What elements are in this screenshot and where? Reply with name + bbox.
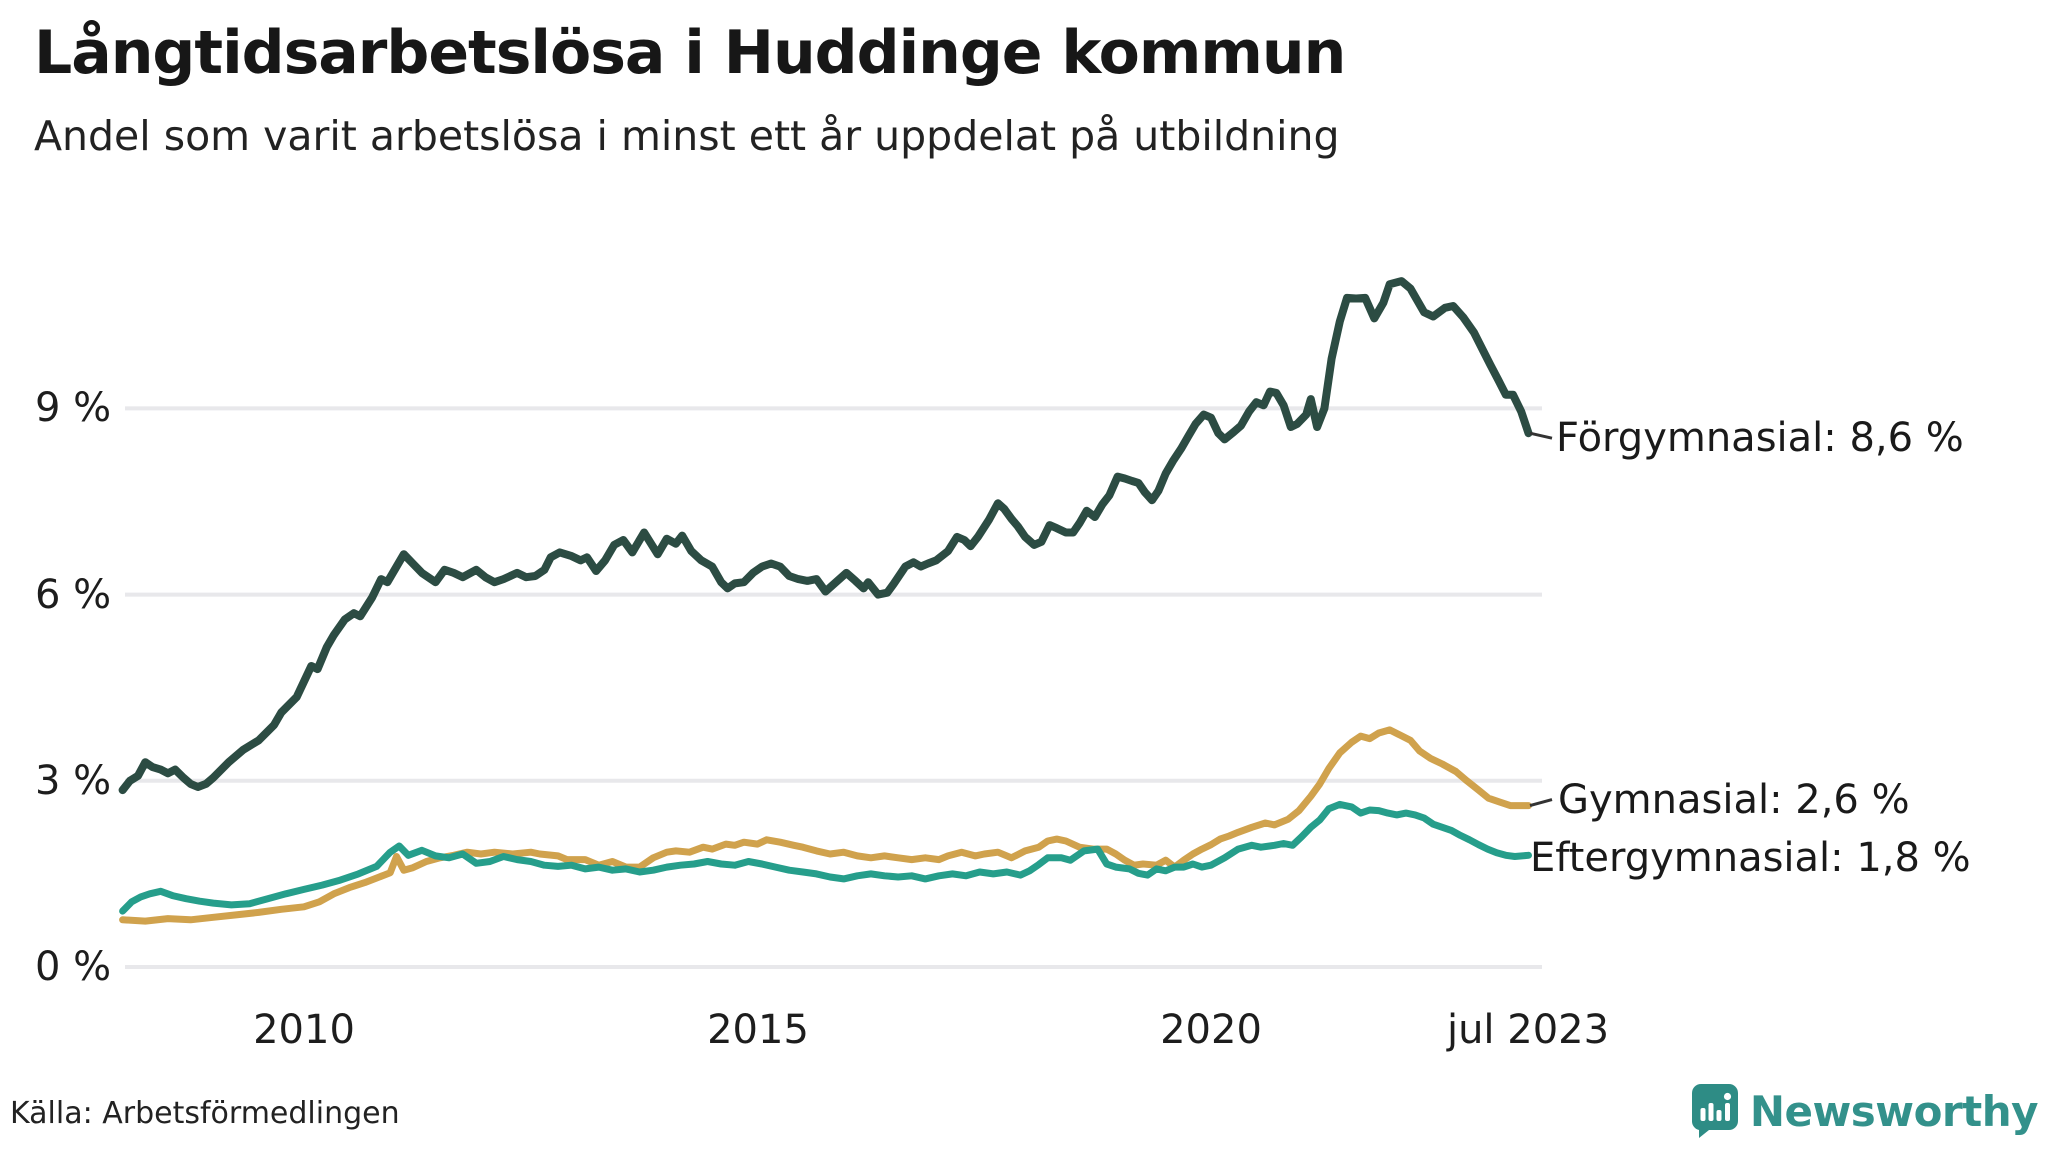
- source-note: Källa: Arbetsförmedlingen: [10, 1096, 400, 1131]
- newsworthy-logo-icon: [1691, 1084, 1738, 1138]
- end-label-connector: [1529, 431, 1553, 440]
- series-line-eftergymnasial: [119, 800, 1532, 915]
- page-title: Långtidsarbetslösa i Huddinge kommun: [34, 18, 1346, 88]
- series-end-label-eftergymnasial: Eftergymnasial: 1,8 %: [1530, 835, 1971, 881]
- series-end-label-gymnasial: Gymnasial: 2,6 %: [1558, 777, 1910, 823]
- brand-footer: Newsworthy: [1691, 1084, 2039, 1138]
- page-subtitle: Andel som varit arbetslösa i minst ett å…: [34, 112, 1340, 160]
- y-axis-tick-label: 6 %: [35, 572, 112, 618]
- x-axis-tick-label: 2015: [707, 1007, 809, 1053]
- end-label-connector: [1529, 798, 1553, 808]
- series-line-gymnasial: [119, 726, 1532, 925]
- y-axis-tick-label: 0 %: [35, 944, 112, 990]
- x-axis-tick-label: 2010: [253, 1007, 355, 1053]
- series-line-förgymnasial: [118, 277, 1533, 795]
- series-end-label-förgymnasial: Förgymnasial: 8,6 %: [1556, 415, 1964, 461]
- y-axis-tick-label: 3 %: [35, 758, 112, 804]
- x-axis-tick-label: jul 2023: [1446, 1007, 1610, 1053]
- x-axis-tick-label: 2020: [1160, 1007, 1262, 1053]
- brand-wordmark: Newsworthy: [1749, 1086, 2039, 1136]
- y-axis-tick-label: 9 %: [35, 385, 112, 431]
